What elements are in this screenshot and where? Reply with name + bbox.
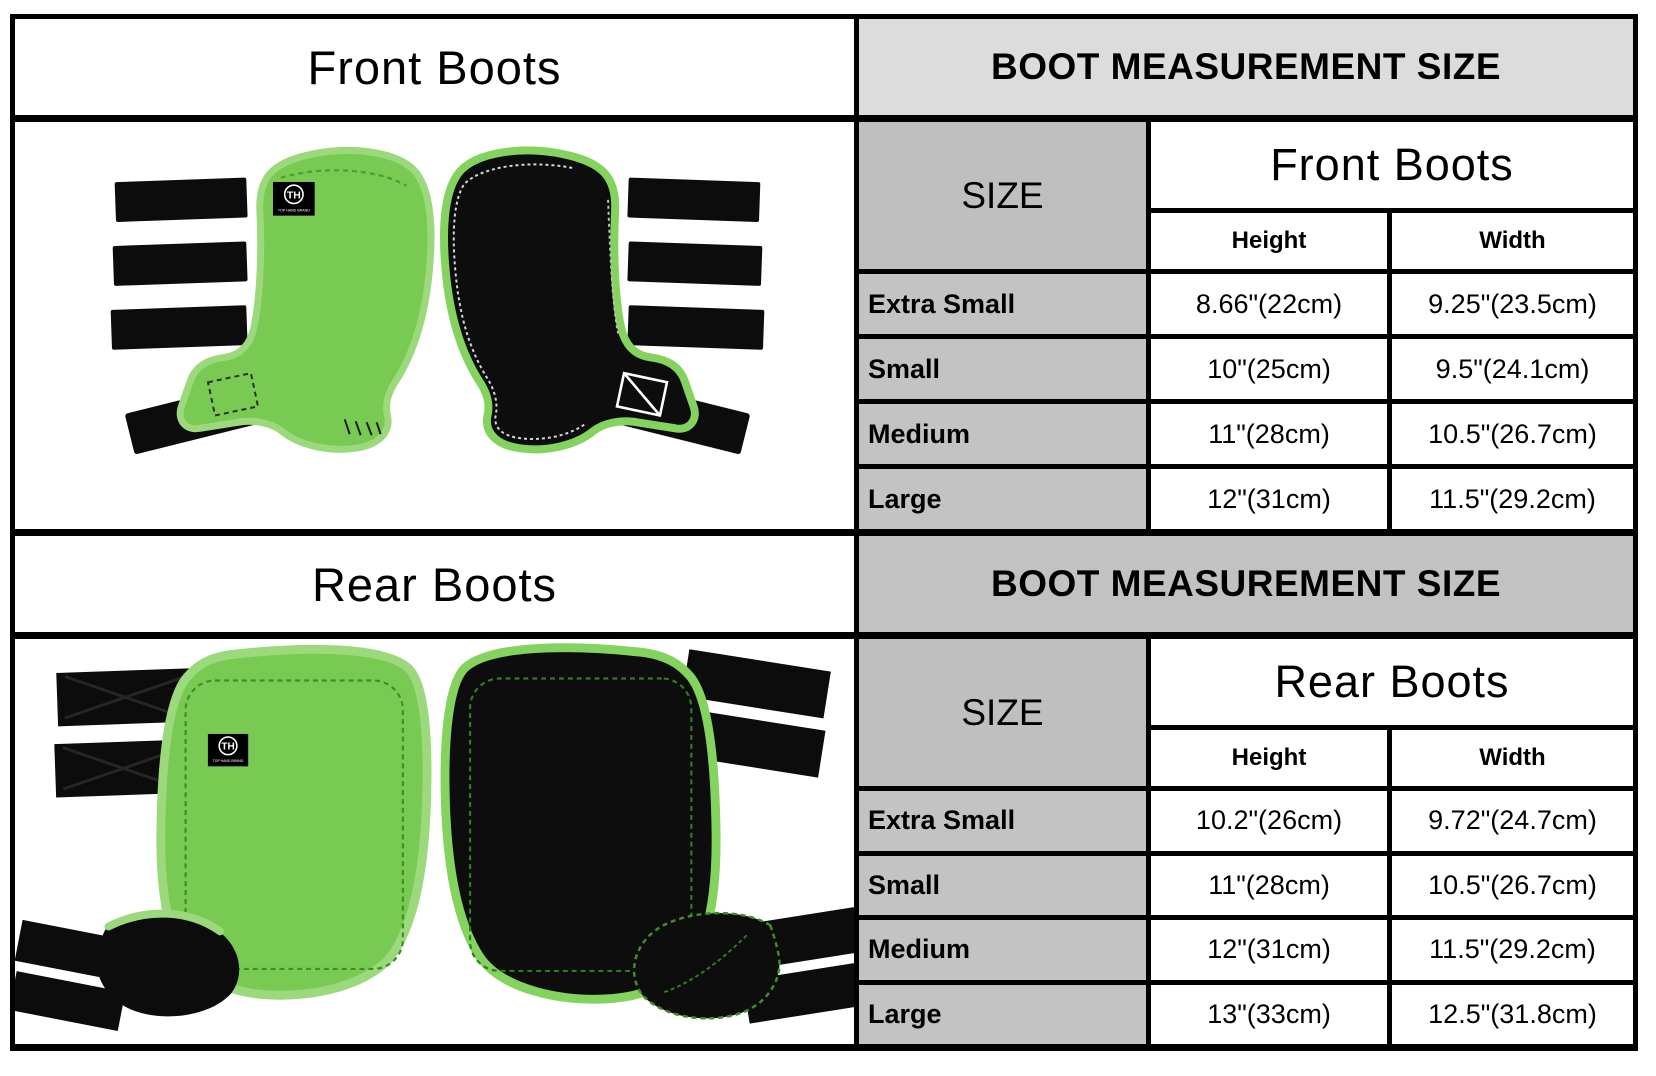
group-label-cell: Rear Boots [1151, 639, 1633, 725]
illustration-column: Front Boots TH TOP HAND BRAND [10, 14, 854, 1051]
width-value: 11.5"(29.2cm) [1392, 469, 1633, 529]
table-header: BOOT MEASUREMENT SIZE [859, 536, 1633, 639]
height-column-header: Height [1151, 213, 1387, 269]
height-value: 11"(28cm) [1151, 855, 1387, 915]
hoof-piece [96, 914, 240, 1017]
brand-logo [272, 181, 315, 216]
rear-green-boot [15, 644, 432, 1031]
height-column-header: Height [1151, 730, 1387, 786]
height-value: 10"(25cm) [1151, 339, 1387, 399]
table-grid: SIZE Front Boots Height Width Extra Smal… [859, 122, 1633, 529]
height-value: 12"(31cm) [1151, 920, 1387, 980]
width-value: 9.72"(24.7cm) [1392, 791, 1633, 851]
width-value: 9.25"(23.5cm) [1392, 274, 1633, 334]
width-value: 10.5"(26.7cm) [1392, 855, 1633, 915]
row-label: Extra Small [859, 274, 1146, 334]
rear-boots-table: BOOT MEASUREMENT SIZE SIZE Rear Boots He… [859, 536, 1633, 1044]
width-value: 12.5"(31.8cm) [1392, 984, 1633, 1044]
width-column-header: Width [1392, 730, 1633, 786]
rear-boots-illustration [15, 643, 854, 1031]
row-label: Large [859, 469, 1146, 529]
row-label: Small [859, 855, 1146, 915]
rear-black-boot [440, 643, 854, 1024]
row-label: Extra Small [859, 791, 1146, 851]
front-boots-title: Front Boots [15, 19, 854, 122]
width-value: 11.5"(29.2cm) [1392, 920, 1633, 980]
front-black-boot [440, 146, 765, 455]
group-label-cell: Front Boots [1151, 122, 1633, 208]
inner-flap [632, 911, 781, 1020]
rear-boots-title: Rear Boots [15, 536, 854, 639]
size-header-cell: SIZE [859, 639, 1146, 786]
row-label: Large [859, 984, 1146, 1044]
height-value: 12"(31cm) [1151, 469, 1387, 529]
front-green-boot [110, 147, 435, 455]
table-header: BOOT MEASUREMENT SIZE [859, 19, 1633, 122]
measurement-column: BOOT MEASUREMENT SIZE SIZE Front Boots H… [854, 14, 1638, 1051]
row-label: Medium [859, 404, 1146, 464]
black-boot-body [440, 643, 721, 1004]
height-value: 13"(33cm) [1151, 984, 1387, 1044]
front-boots-image-panel: TH TOP HAND BRAND [15, 122, 854, 536]
row-label: Medium [859, 920, 1146, 980]
height-value: 10.2"(26cm) [1151, 791, 1387, 851]
table-grid: SIZE Rear Boots Height Width Extra Small… [859, 639, 1633, 1044]
height-value: 11"(28cm) [1151, 404, 1387, 464]
width-value: 10.5"(26.7cm) [1392, 404, 1633, 464]
green-boot-body [176, 147, 435, 453]
brand-logo [207, 733, 249, 767]
height-value: 8.66"(22cm) [1151, 274, 1387, 334]
stitch-box-icon [615, 371, 669, 418]
row-label: Small [859, 339, 1146, 399]
width-column-header: Width [1392, 213, 1633, 269]
width-value: 9.5"(24.1cm) [1392, 339, 1633, 399]
front-boots-illustration: TH TOP HAND BRAND [110, 146, 765, 455]
front-boots-table: BOOT MEASUREMENT SIZE SIZE Front Boots H… [859, 19, 1633, 536]
rear-boots-image-panel [15, 639, 854, 1044]
size-header-cell: SIZE [859, 122, 1146, 269]
